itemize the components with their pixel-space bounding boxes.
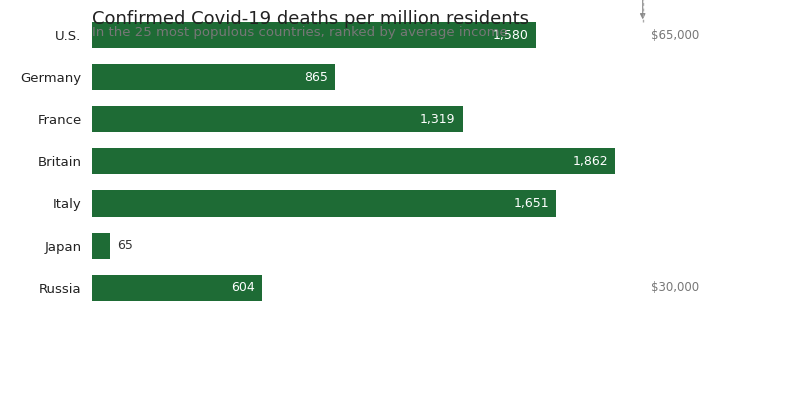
Text: $65,000: $65,000 (651, 29, 699, 42)
Text: 604: 604 (231, 281, 254, 294)
Text: $30,000: $30,000 (651, 281, 699, 294)
Text: 65: 65 (118, 239, 133, 252)
Bar (92, 106, 462, 132)
Text: 865: 865 (304, 71, 328, 84)
Text: 1,651: 1,651 (514, 197, 549, 210)
Text: 1,862: 1,862 (573, 155, 608, 168)
Text: In the 25 most populous countries, ranked by average income: In the 25 most populous countries, ranke… (92, 26, 508, 39)
Text: Confirmed Covid-19 deaths per million residents: Confirmed Covid-19 deaths per million re… (92, 10, 529, 28)
Bar (92, 275, 262, 301)
Bar (92, 148, 615, 174)
Bar (92, 22, 536, 48)
Bar (92, 64, 335, 90)
Text: 4: 4 (20, 346, 39, 374)
Bar (92, 233, 110, 259)
Text: Regions in Africa and Asia were not as hard hit by COVID-19: Regions in Africa and Asia were not as h… (58, 352, 602, 367)
Bar (92, 190, 556, 217)
Text: 1,580: 1,580 (493, 29, 529, 42)
Text: 1,319: 1,319 (420, 113, 455, 126)
